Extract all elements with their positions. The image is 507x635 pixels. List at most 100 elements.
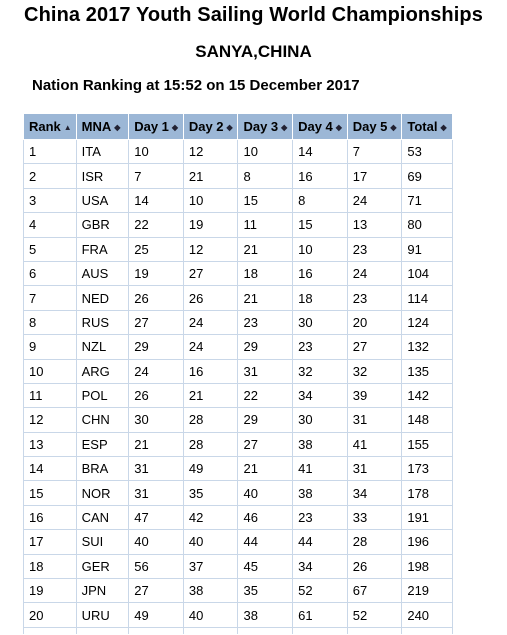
cell-total: 142 <box>401 382 453 409</box>
cell-day5: 20 <box>346 309 403 336</box>
cell-day5: 31 <box>346 456 403 482</box>
cell-rank: 5 <box>23 236 77 262</box>
cell-day3: 29 <box>237 334 294 360</box>
cell-day2: 12 <box>182 236 239 262</box>
cell-day2: 21 <box>182 382 239 409</box>
table-row: 5 FRA 25 12 21 10 23 91 <box>23 236 453 262</box>
cell-day2: 28 <box>182 407 239 433</box>
column-header-day5[interactable]: Day 5 ◆ <box>346 113 403 140</box>
cell-day1: 25 <box>128 236 184 262</box>
cell-day4: 16 <box>292 163 348 189</box>
cell-day2: 40 <box>182 602 239 628</box>
column-header-day2[interactable]: Day 2 ◆ <box>182 113 239 140</box>
cell-day2: 35 <box>182 480 239 506</box>
cell-rank: 9 <box>23 334 77 360</box>
cell-day4: 16 <box>292 260 348 287</box>
sort-icon[interactable]: ◆ <box>281 123 288 133</box>
cell-mna: CHN <box>75 407 130 433</box>
cell-total: 104 <box>401 260 453 287</box>
sort-icon[interactable]: ◆ <box>114 123 121 133</box>
cell-day5: 13 <box>346 212 403 238</box>
cell-rank: 19 <box>23 578 77 604</box>
table-row: 10 ARG 24 16 31 32 32 135 <box>23 358 453 384</box>
sort-icon[interactable]: ◆ <box>226 123 233 133</box>
cell-day5: 24 <box>346 260 403 287</box>
table-row: 16 CAN 47 42 46 23 33 191 <box>23 504 453 531</box>
column-header-rank[interactable]: Rank ▲ <box>23 113 77 140</box>
cell-day4: 15 <box>292 212 348 238</box>
cell-total: 196 <box>401 529 453 555</box>
sort-icon[interactable]: ◆ <box>335 123 342 133</box>
cell-day3: 45 <box>237 553 294 580</box>
cell-mna: URU <box>75 602 130 628</box>
cell-day5: 33 <box>346 504 403 531</box>
cell-rank: 15 <box>23 480 77 506</box>
cell-day1: 26 <box>128 285 184 311</box>
table-header: Rank ▲ MNA ◆ Day 1 ◆ Day 2 ◆ Day 3 ◆ Day 4 ◆ Day 5 ◆ T… <box>23 113 453 140</box>
cell-day3: 31 <box>237 358 294 384</box>
cell-day2: 38 <box>182 578 239 604</box>
cell-day4: 18 <box>292 285 348 311</box>
column-header-label: Day 3 <box>243 119 279 134</box>
column-header-mna[interactable]: MNA ◆ <box>75 113 130 140</box>
table-row: 20 URU 49 40 38 61 52 240 <box>23 602 453 628</box>
cell-mna: ISR <box>75 163 130 189</box>
cell-total: 69 <box>401 163 453 189</box>
cell-total: 80 <box>401 212 453 238</box>
cell-empty <box>237 626 294 634</box>
cell-day5: 32 <box>346 358 403 384</box>
cell-empty <box>182 626 239 634</box>
sort-icon[interactable]: ◆ <box>390 123 397 133</box>
nation-ranking-table: Rank ▲ MNA ◆ Day 1 ◆ Day 2 ◆ Day 3 ◆ Day 4 ◆ Day 5 ◆ T… <box>23 113 453 634</box>
cell-day3: 8 <box>237 163 294 189</box>
cell-rank: 20 <box>23 602 77 628</box>
sort-ascending-icon[interactable]: ▲ <box>63 123 72 133</box>
cell-total: 132 <box>401 334 453 360</box>
column-header-label: MNA <box>81 119 112 134</box>
cell-mna: GBR <box>75 212 130 238</box>
cell-day4: 41 <box>292 456 348 482</box>
table-row: 1 ITA 10 12 10 14 7 53 <box>23 138 453 165</box>
cell-day3: 11 <box>237 212 294 238</box>
table-row-partial <box>23 626 453 634</box>
cell-day2: 26 <box>182 285 239 311</box>
column-header-day1[interactable]: Day 1 ◆ <box>128 113 184 140</box>
cell-day3: 27 <box>237 431 294 458</box>
cell-mna: ESP <box>75 431 130 458</box>
sort-icon[interactable]: ◆ <box>440 123 447 133</box>
cell-day3: 21 <box>237 285 294 311</box>
column-header-total[interactable]: Total ◆ <box>401 113 453 140</box>
column-header-day4[interactable]: Day 4 ◆ <box>292 113 348 140</box>
cell-day4: 34 <box>292 553 348 580</box>
column-header-label: Day 1 <box>134 119 169 134</box>
cell-mna: NOR <box>75 480 130 506</box>
cell-day4: 34 <box>292 382 348 409</box>
cell-rank: 6 <box>23 260 77 287</box>
cell-day1: 29 <box>128 334 184 360</box>
cell-mna: POL <box>75 382 130 409</box>
cell-day3: 22 <box>237 382 294 409</box>
cell-day4: 14 <box>292 138 348 165</box>
cell-day1: 30 <box>128 407 184 433</box>
cell-total: 198 <box>401 553 453 580</box>
table-row: 19 JPN 27 38 35 52 67 219 <box>23 578 453 604</box>
page-title: China 2017 Youth Sailing World Champions… <box>24 4 483 26</box>
cell-day4: 52 <box>292 578 348 604</box>
cell-rank: 2 <box>23 163 77 189</box>
sort-icon[interactable]: ◆ <box>171 123 179 133</box>
column-header-day3[interactable]: Day 3 ◆ <box>237 113 294 140</box>
cell-day5: 17 <box>346 163 403 189</box>
cell-day2: 49 <box>182 456 239 482</box>
table-row: 4 GBR 22 19 11 15 13 80 <box>23 212 453 238</box>
cell-day1: 47 <box>128 504 184 531</box>
cell-total: 191 <box>401 504 453 531</box>
table-row: 13 ESP 21 28 27 38 41 155 <box>23 431 453 458</box>
cell-day5: 31 <box>346 407 403 433</box>
table-row: 14 BRA 31 49 21 41 31 173 <box>23 456 453 482</box>
cell-day2: 21 <box>182 163 239 189</box>
cell-day2: 40 <box>182 529 239 555</box>
cell-total: 155 <box>401 431 453 458</box>
cell-day3: 44 <box>237 529 294 555</box>
table-row: 7 NED 26 26 21 18 23 114 <box>23 285 453 311</box>
